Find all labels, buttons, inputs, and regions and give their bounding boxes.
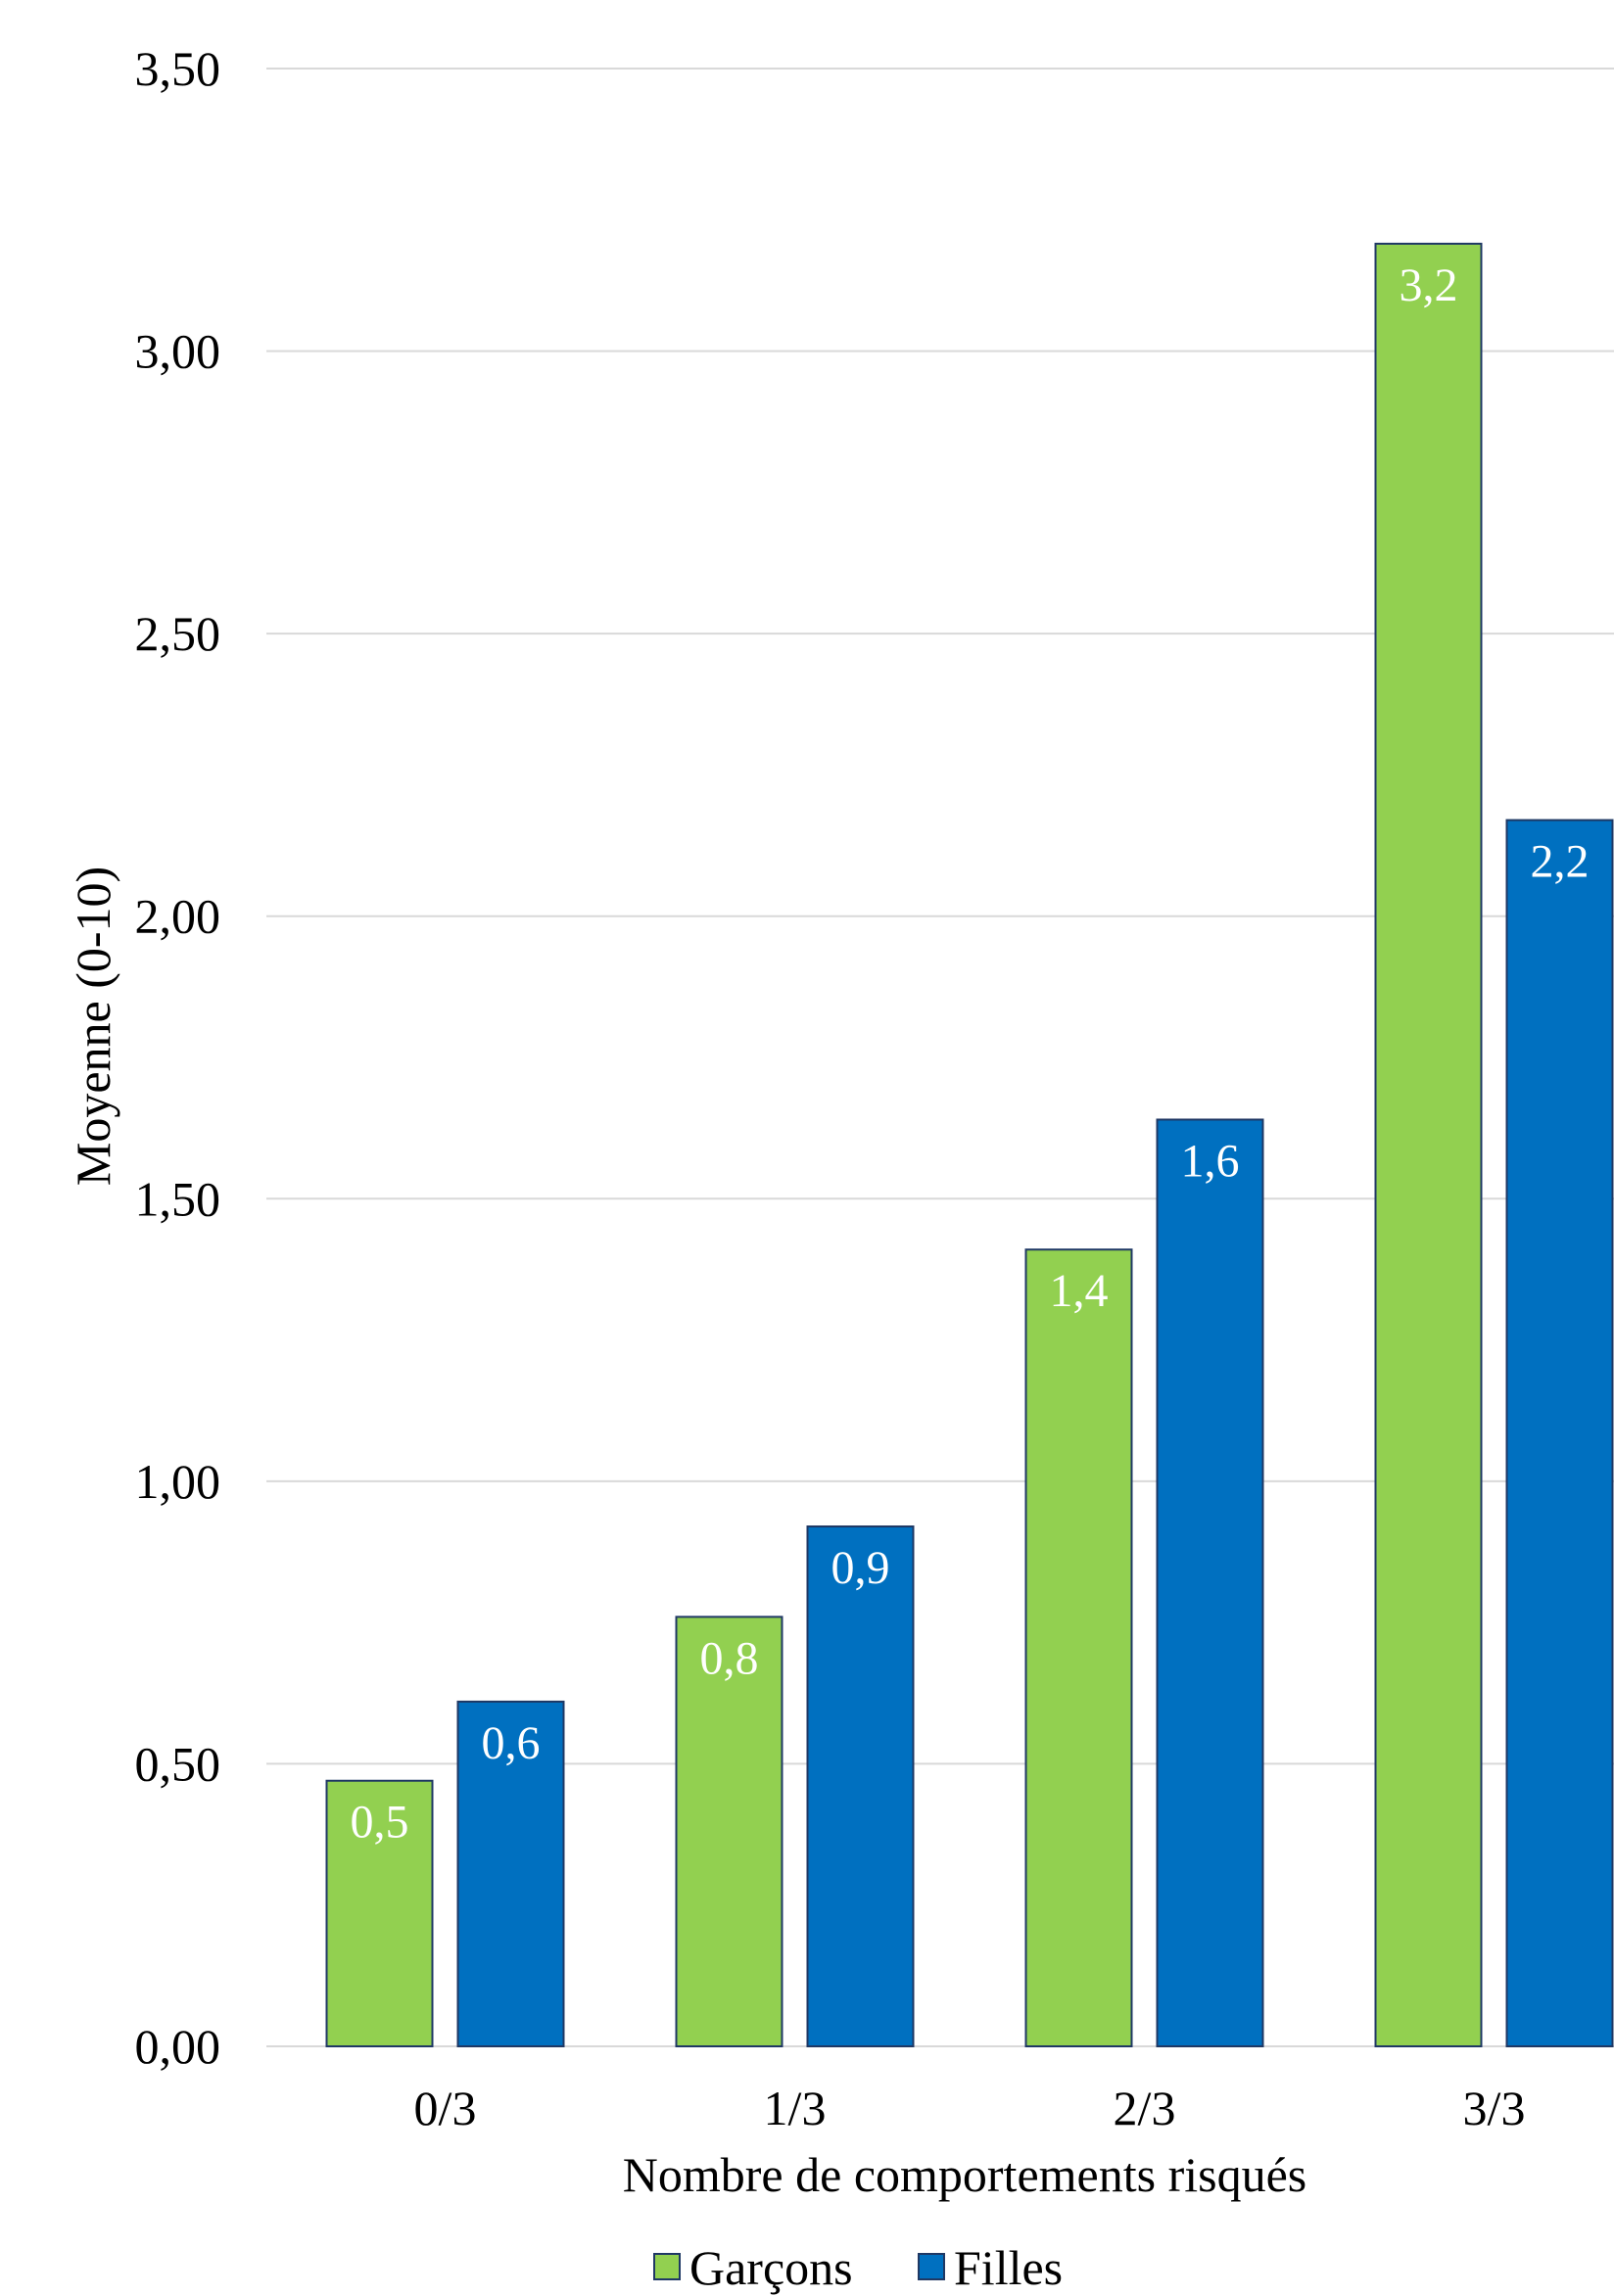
bar-filles-2 <box>1156 1118 1264 2047</box>
x-tick-label: 3/3 <box>1463 2081 1526 2135</box>
data-label: 0,9 <box>831 1542 890 1594</box>
data-label: 0,6 <box>482 1717 541 1769</box>
y-tick-label: 0,00 <box>135 2019 221 2074</box>
data-label: 3,2 <box>1400 259 1458 311</box>
bar-garcons-0 <box>325 1779 434 2047</box>
legend: Garçons Filles <box>653 2240 1063 2295</box>
x-axis-ticks: 0/3 1/3 2/3 3/3 <box>414 2081 1526 2135</box>
bar-garcons-2 <box>1024 1248 1133 2047</box>
y-tick-label: 2,50 <box>135 606 221 661</box>
legend-label-garcons: Garçons <box>689 2240 853 2295</box>
x-axis-title: Nombre de comportements risqués <box>623 2147 1306 2202</box>
bar-filles-3 <box>1505 819 1614 2047</box>
y-tick-label: 0,50 <box>135 1736 221 1791</box>
x-tick-label: 2/3 <box>1114 2081 1176 2135</box>
y-tick-label: 1,00 <box>135 1454 221 1509</box>
data-label: 2,2 <box>1531 836 1590 888</box>
data-label: 1,6 <box>1181 1135 1240 1187</box>
y-tick-label: 1,50 <box>135 1171 221 1226</box>
data-labels: 0,5 0,6 0,8 0,9 1,4 1,6 3,2 2,2 <box>351 259 1590 1849</box>
y-tick-label: 3,00 <box>135 324 221 379</box>
bar-garcons-3 <box>1374 242 1483 2047</box>
y-axis-ticks: 0,00 0,50 1,00 1,50 2,00 2,50 3,00 3,50 <box>135 41 221 2074</box>
legend-swatch-filles <box>918 2253 945 2280</box>
x-tick-label: 1/3 <box>764 2081 827 2135</box>
bars <box>325 242 1614 2048</box>
x-tick-label: 0/3 <box>414 2081 477 2135</box>
bar-garcons-1 <box>675 1616 783 2048</box>
y-axis-title: Moyenne (0-10) <box>66 867 120 1186</box>
data-label: 0,5 <box>351 1797 409 1849</box>
bar-filles-0 <box>456 1700 565 2047</box>
y-tick-label: 2,00 <box>135 889 221 944</box>
legend-swatch-garcons <box>653 2253 681 2280</box>
y-tick-label: 3,50 <box>135 41 221 96</box>
legend-label-filles: Filles <box>954 2240 1063 2295</box>
data-label: 1,4 <box>1050 1265 1109 1317</box>
data-label: 0,8 <box>700 1632 759 1684</box>
bar-filles-1 <box>806 1525 915 2047</box>
